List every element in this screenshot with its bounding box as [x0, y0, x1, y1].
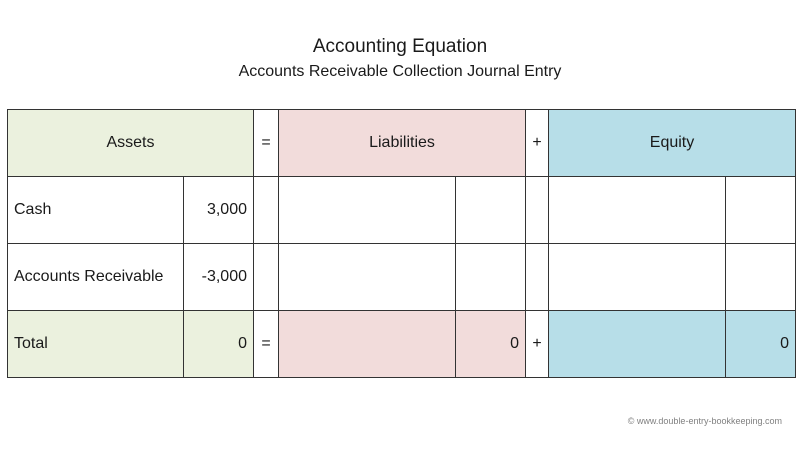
empty-cell: [253, 176, 279, 244]
assets-amount-cash: 3,000: [183, 176, 254, 244]
empty-cell: [278, 176, 456, 244]
total-assets-amount: 0: [183, 310, 254, 378]
page-subtitle: Accounts Receivable Collection Journal E…: [238, 63, 562, 80]
total-label: Total: [7, 310, 184, 378]
total-liabilities-blank: [278, 310, 456, 378]
empty-cell: [278, 243, 456, 311]
copyright-footer: © www.double-entry-bookkeeping.com: [627, 416, 782, 426]
liabilities-header: Liabilities: [278, 109, 526, 177]
equals-sign: =: [253, 109, 279, 177]
table-row: Cash 3,000: [7, 176, 796, 244]
assets-header: Assets: [7, 109, 254, 177]
empty-cell: [455, 176, 526, 244]
empty-cell: [525, 243, 549, 311]
total-equity-amount: 0: [725, 310, 796, 378]
total-equity-blank: [548, 310, 726, 378]
total-plus-sign: +: [525, 310, 549, 378]
empty-cell: [253, 243, 279, 311]
plus-sign: +: [525, 109, 549, 177]
empty-cell: [725, 176, 796, 244]
row-label-accounts-receivable: Accounts Receivable: [7, 243, 184, 311]
row-label-cash: Cash: [7, 176, 184, 244]
assets-amount-accounts-receivable: -3,000: [183, 243, 254, 311]
total-row: Total 0 = 0 + 0: [7, 310, 796, 378]
total-equals-sign: =: [253, 310, 279, 378]
accounting-equation-table: Assets = Liabilities + Equity Cash 3,000…: [7, 109, 796, 378]
page-title: Accounting Equation: [312, 36, 488, 57]
empty-cell: [548, 176, 726, 244]
header-row: Assets = Liabilities + Equity: [7, 109, 796, 177]
equity-header: Equity: [548, 109, 796, 177]
empty-cell: [525, 176, 549, 244]
empty-cell: [455, 243, 526, 311]
table-row: Accounts Receivable -3,000: [7, 243, 796, 311]
empty-cell: [725, 243, 796, 311]
empty-cell: [548, 243, 726, 311]
total-liabilities-amount: 0: [455, 310, 526, 378]
